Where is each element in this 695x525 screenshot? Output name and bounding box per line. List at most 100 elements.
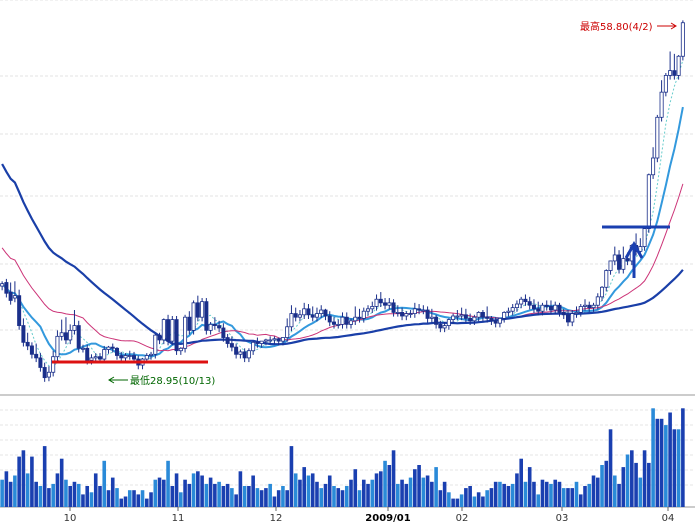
volume-bar	[638, 477, 643, 507]
candle-body	[378, 298, 383, 304]
volume-bar	[208, 477, 213, 507]
candle-body	[408, 313, 413, 316]
candle-body	[187, 316, 192, 331]
volume-bar	[268, 483, 272, 507]
volume-bar	[404, 483, 409, 507]
candle-body	[25, 341, 30, 347]
candle-body	[255, 341, 260, 344]
candle-body	[565, 314, 570, 323]
volume-bar	[251, 475, 255, 507]
volume-bar	[123, 496, 128, 507]
x-tick-label: 10	[64, 513, 77, 524]
candle-body	[446, 319, 451, 326]
volume-bar	[587, 483, 592, 507]
candle-body	[412, 308, 417, 315]
volume-bar	[455, 498, 460, 507]
volume-bar	[34, 481, 38, 507]
volume-bar	[417, 465, 421, 507]
candle-body	[4, 282, 9, 294]
volume-bar	[515, 473, 519, 507]
volume-bar	[187, 483, 192, 507]
candle-body	[536, 308, 541, 312]
volume-bar	[583, 486, 587, 507]
candle-body	[544, 304, 549, 307]
candle-body	[476, 312, 481, 318]
candle-body	[600, 286, 605, 298]
volume-bar	[38, 486, 43, 507]
volume-bar	[591, 475, 596, 507]
candle-body	[293, 313, 298, 318]
volume-bar	[647, 462, 651, 507]
volume-bar	[370, 479, 375, 507]
volume-bar	[238, 471, 243, 507]
candle-body	[208, 323, 213, 331]
volume-bar	[204, 483, 209, 507]
x-tick-label: 2009/01	[365, 513, 410, 524]
volume-bar	[89, 492, 94, 507]
high-arrow-head	[670, 22, 677, 30]
candle-body	[314, 313, 319, 318]
candle-body	[242, 351, 247, 359]
candle-body	[540, 304, 545, 312]
candle-body	[659, 91, 664, 118]
volume-bar	[349, 479, 353, 507]
candle-body	[34, 353, 39, 359]
volume-bar	[42, 446, 47, 507]
candle-body	[204, 301, 209, 331]
candle-body	[459, 314, 464, 317]
candle-body	[76, 325, 81, 349]
candle-body	[259, 340, 264, 344]
candle-body	[570, 313, 575, 323]
candle-body	[638, 246, 643, 252]
high-price-annotation: 最高58.80(4/2)	[580, 20, 653, 33]
volume-bar	[242, 486, 247, 507]
candle-body	[344, 316, 349, 325]
volume-bars	[0, 408, 685, 507]
volume-bar	[327, 475, 332, 507]
volume-bar	[655, 418, 660, 507]
volume-bar	[132, 490, 136, 507]
candle-body	[442, 325, 447, 329]
candle-body	[331, 321, 336, 325]
volume-bar	[72, 481, 77, 507]
candle-body	[21, 325, 26, 343]
candle-body	[468, 317, 473, 322]
candle-body	[429, 316, 434, 319]
volume-bar	[319, 488, 324, 507]
volume-bar	[544, 481, 549, 507]
candle-body	[319, 309, 324, 315]
candle-body	[55, 335, 60, 358]
x-tick-label: 12	[270, 513, 283, 524]
x-tick-label: 11	[172, 513, 185, 524]
volume-bar	[213, 483, 217, 507]
volume-bar	[293, 473, 298, 507]
volume-bar	[230, 488, 234, 507]
candle-body	[655, 116, 660, 159]
volume-bar	[4, 471, 9, 507]
candle-body	[553, 304, 558, 311]
candle-body	[263, 339, 268, 342]
candle-body	[153, 334, 158, 355]
candle-body	[621, 258, 626, 270]
volume-bar	[247, 486, 251, 507]
candle-body	[506, 310, 511, 313]
candle-body	[327, 315, 332, 323]
candle-body	[42, 367, 47, 379]
volume-bar	[310, 473, 315, 507]
candle-body	[59, 332, 64, 337]
volume-bar	[536, 494, 541, 507]
volume-bar	[668, 412, 672, 507]
volume-bar	[625, 454, 630, 507]
candle-body	[85, 347, 90, 361]
volume-bar	[127, 490, 132, 507]
volume-bar	[298, 479, 302, 507]
volume-bar	[442, 481, 447, 507]
candle-body	[395, 312, 400, 314]
x-tick-label: 04	[662, 513, 675, 524]
volume-bar	[144, 498, 149, 507]
volume-bar	[476, 492, 481, 507]
volume-bar	[413, 469, 417, 507]
candle-body	[246, 350, 251, 359]
volume-bar	[472, 496, 477, 507]
volume-bar	[676, 429, 681, 507]
